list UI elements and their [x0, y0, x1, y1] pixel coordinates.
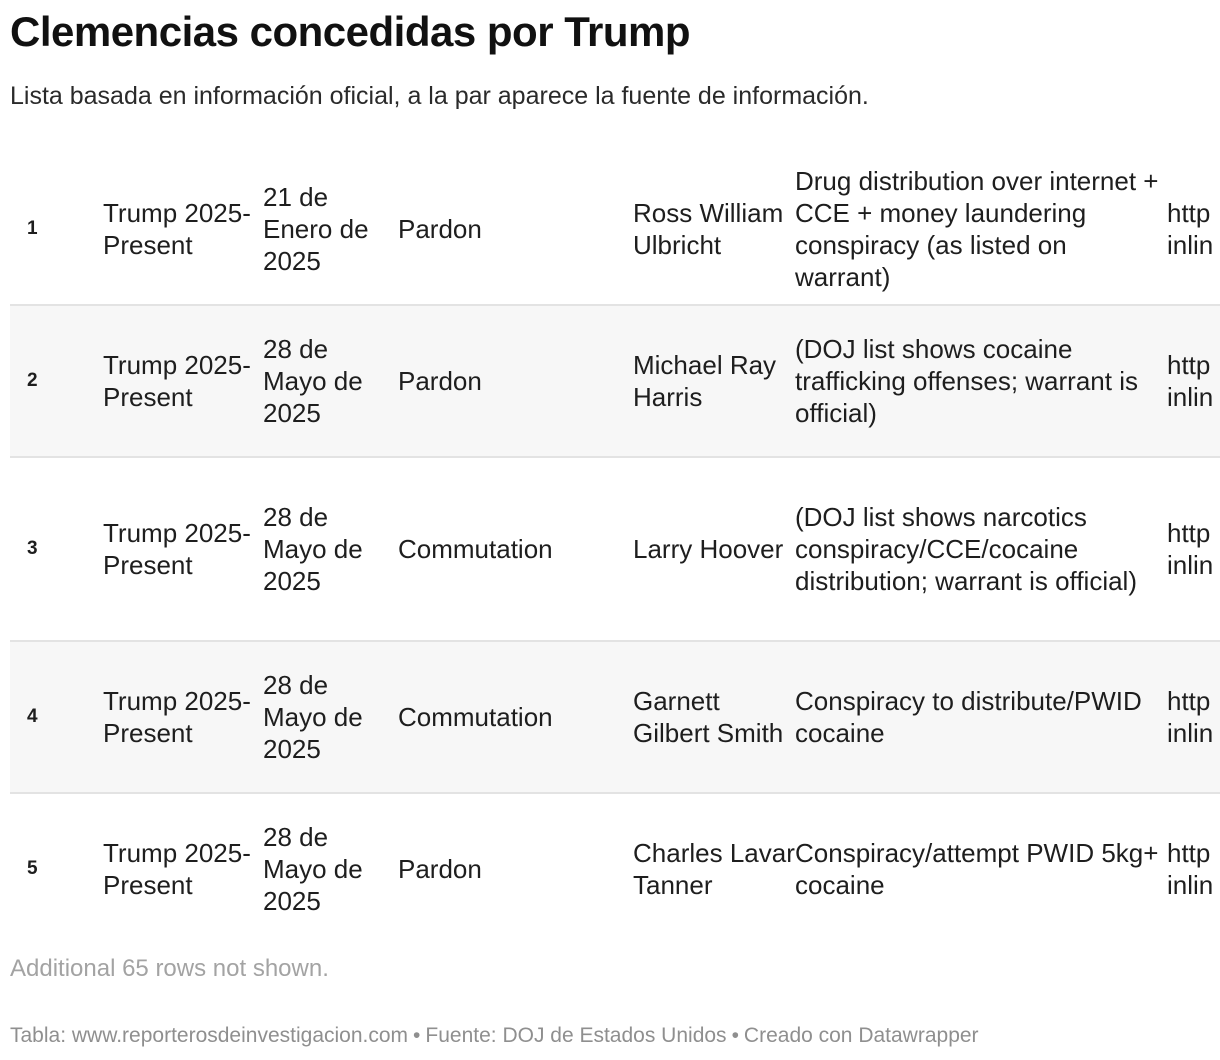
recipient-name-cell: Michael Ray Harris — [633, 350, 777, 412]
source-link-cell[interactable]: http inlin — [1167, 793, 1220, 944]
source-link-text[interactable]: http inlin — [1167, 198, 1214, 260]
row-number: 3 — [27, 538, 38, 559]
date-cell: 28 de Mayo de 2025 — [263, 670, 363, 764]
administration-cell: Trump 2025-Present — [103, 198, 251, 260]
recipient-name-cell: Garnett Gilbert Smith — [633, 686, 784, 748]
source-link-cell[interactable]: http inlin — [1167, 154, 1220, 305]
table-row: 4 Trump 2025-Present 28 de Mayo de 2025 … — [10, 641, 1220, 793]
table-credit[interactable]: Tabla: www.reporterosdeinvestigacion.com — [10, 1024, 409, 1047]
clemency-type-cell: Commutation — [398, 534, 553, 564]
row-number: 5 — [27, 858, 38, 879]
datawrapper-credit-link[interactable]: Creado con Datawrapper — [743, 1024, 979, 1047]
offense-cell: (DOJ list shows cocaine trafficking offe… — [795, 334, 1138, 428]
administration-cell: Trump 2025-Present — [103, 686, 251, 748]
recipient-name-cell: Ross William Ulbricht — [633, 198, 784, 260]
administration-cell: Trump 2025-Present — [103, 350, 251, 412]
clemency-type-cell: Pardon — [398, 854, 482, 884]
offense-cell: Conspiracy to distribute/PWID cocaine — [795, 686, 1142, 748]
clemency-type-cell: Pardon — [398, 366, 482, 396]
page-title: Clemencias concedidas por Trump — [10, 8, 691, 55]
row-number: 2 — [27, 370, 38, 391]
footer-separator: • — [731, 1024, 739, 1047]
clemency-type-cell: Commutation — [398, 702, 553, 732]
source-link-cell[interactable]: http inlin — [1167, 305, 1220, 457]
date-cell: 28 de Mayo de 2025 — [263, 822, 363, 916]
date-cell: 28 de Mayo de 2025 — [263, 502, 363, 596]
offense-cell: (DOJ list shows narcotics conspiracy/CCE… — [795, 502, 1137, 596]
row-number: 4 — [27, 706, 38, 727]
source-credit: Fuente: DOJ de Estados Unidos — [425, 1024, 727, 1047]
source-link-text[interactable]: http inlin — [1167, 686, 1214, 748]
source-link-cell[interactable]: http inlin — [1167, 457, 1220, 641]
recipient-name-cell: Charles Lavar Tanner — [633, 838, 795, 900]
offense-cell: Drug distribution over internet + CCE + … — [795, 166, 1159, 292]
source-link-text[interactable]: http inlin — [1167, 518, 1214, 580]
row-number: 1 — [27, 218, 38, 239]
source-link-text[interactable]: http inlin — [1167, 838, 1214, 900]
administration-cell: Trump 2025-Present — [103, 838, 251, 900]
source-link-cell[interactable]: http inlin — [1167, 641, 1220, 793]
table-row: 1 Trump 2025-Present 21 de Enero de 2025… — [10, 154, 1220, 305]
additional-rows-note: Additional 65 rows not shown. — [10, 955, 329, 982]
footer-credits: Tabla: www.reporterosdeinvestigacion.com… — [10, 1024, 979, 1048]
administration-cell: Trump 2025-Present — [103, 518, 251, 580]
recipient-name-cell: Larry Hoover — [633, 534, 784, 564]
footer-separator: • — [413, 1024, 421, 1047]
source-link-text[interactable]: http inlin — [1167, 350, 1214, 412]
date-cell: 21 de Enero de 2025 — [263, 182, 369, 276]
clemency-type-cell: Pardon — [398, 214, 482, 244]
clemency-table-container[interactable]: 1 Trump 2025-Present 21 de Enero de 2025… — [10, 154, 1220, 944]
table-row: 3 Trump 2025-Present 28 de Mayo de 2025 … — [10, 457, 1220, 641]
page-subtitle: Lista basada en información oficial, a l… — [10, 82, 869, 110]
date-cell: 28 de Mayo de 2025 — [263, 334, 363, 428]
clemency-table: 1 Trump 2025-Present 21 de Enero de 2025… — [10, 154, 1220, 944]
table-row: 5 Trump 2025-Present 28 de Mayo de 2025 … — [10, 793, 1220, 944]
table-row: 2 Trump 2025-Present 28 de Mayo de 2025 … — [10, 305, 1220, 457]
offense-cell: Conspiracy/attempt PWID 5kg+ cocaine — [795, 838, 1159, 900]
